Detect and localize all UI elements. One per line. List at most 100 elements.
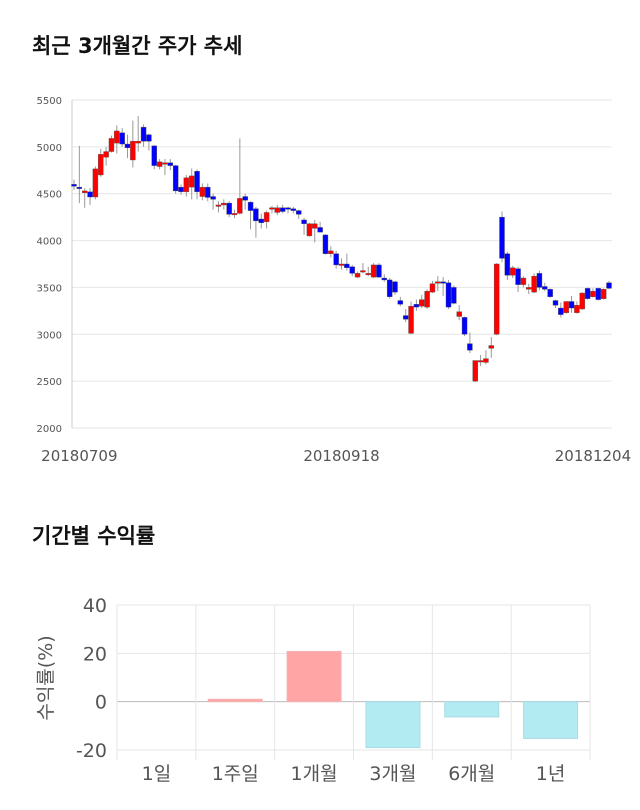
x-tick-label: 20181204 bbox=[555, 447, 631, 465]
y-tick-label: 5500 bbox=[37, 96, 62, 107]
candle-body bbox=[590, 290, 596, 298]
bar bbox=[286, 650, 342, 703]
bar bbox=[444, 701, 500, 718]
candle-body bbox=[167, 162, 174, 166]
candle-body bbox=[451, 287, 457, 304]
candle-body bbox=[183, 177, 190, 193]
candle-body bbox=[408, 305, 414, 334]
candle-body bbox=[162, 162, 168, 165]
candle-body bbox=[146, 134, 152, 142]
x-tick-label: 3개월 bbox=[369, 763, 416, 785]
stock-trend-title: 최근 3개월간 주가 추세 bbox=[32, 34, 243, 58]
candle-body bbox=[499, 216, 505, 259]
candle-body bbox=[87, 191, 93, 198]
y-tick-label: 0 bbox=[95, 692, 107, 714]
candle-body bbox=[376, 264, 382, 278]
candle-body bbox=[178, 186, 184, 193]
y-tick-label: 4000 bbox=[37, 237, 62, 248]
candle-body bbox=[242, 196, 248, 201]
candle-body bbox=[558, 307, 564, 315]
candle-body bbox=[338, 263, 345, 266]
candle-body bbox=[81, 190, 88, 193]
returns-title: 기간별 수익률 bbox=[32, 524, 156, 548]
candle-body bbox=[563, 301, 569, 313]
candle-body bbox=[397, 300, 404, 305]
x-tick-label: 1일 bbox=[142, 763, 172, 785]
candle-body bbox=[92, 168, 99, 198]
candle-body bbox=[526, 287, 532, 290]
candle-body bbox=[215, 204, 222, 207]
candle-body bbox=[547, 289, 553, 297]
candle-body bbox=[531, 275, 537, 293]
x-tick-label: 20180918 bbox=[303, 447, 379, 465]
candle-body bbox=[76, 186, 83, 189]
candle-body bbox=[354, 273, 361, 278]
y-tick-label: 3500 bbox=[37, 283, 62, 294]
y-tick-label: 4500 bbox=[37, 190, 62, 201]
candle-body bbox=[568, 301, 575, 309]
candle-body bbox=[440, 281, 446, 284]
candle-body bbox=[103, 151, 109, 158]
y-tick-label: 40 bbox=[83, 595, 107, 617]
candle-body bbox=[403, 315, 409, 320]
y-tick-label: 2000 bbox=[37, 424, 62, 435]
candle-body bbox=[119, 132, 125, 145]
candle-body bbox=[477, 360, 484, 363]
candle-body bbox=[274, 207, 280, 213]
candle-body bbox=[269, 207, 275, 210]
candle-body bbox=[114, 130, 120, 144]
candle-body bbox=[188, 175, 195, 188]
candle-body bbox=[365, 273, 371, 276]
x-tick-label: 1주일 bbox=[212, 763, 259, 785]
candle-body bbox=[130, 141, 136, 161]
candle-body bbox=[285, 207, 291, 210]
candle-body bbox=[536, 273, 543, 288]
candle-body bbox=[237, 198, 243, 214]
candle-body bbox=[584, 288, 591, 299]
candle-body bbox=[247, 201, 254, 211]
candle-body bbox=[600, 289, 607, 299]
returns-bar-chart: 40 20 0 -20 1일 1주일 1개월 3개월 6개월 1년 수익률(%) bbox=[35, 595, 591, 785]
candle-body bbox=[290, 208, 297, 211]
candle-body bbox=[296, 210, 302, 215]
candle-body bbox=[344, 263, 350, 268]
candle-body bbox=[493, 263, 500, 335]
candle-body bbox=[263, 212, 270, 223]
candle-body bbox=[151, 145, 157, 166]
candle-body bbox=[515, 268, 521, 285]
candle-body bbox=[504, 253, 511, 276]
candle-body bbox=[419, 299, 425, 307]
candle-body bbox=[156, 161, 163, 167]
y-tick-label: -20 bbox=[76, 740, 107, 762]
candle-body bbox=[392, 281, 398, 293]
candle-body bbox=[595, 288, 601, 300]
x-tick-label: 6개월 bbox=[448, 763, 495, 785]
candle-body bbox=[210, 196, 216, 200]
bar bbox=[207, 698, 263, 703]
candle-body bbox=[520, 277, 527, 285]
bar bbox=[365, 701, 421, 749]
candle-body bbox=[226, 202, 232, 215]
candle-body bbox=[312, 223, 318, 229]
candlestick-chart: 5500 5000 4500 4000 3500 3000 2500 2000 20180709… bbox=[37, 96, 632, 465]
candle-body bbox=[370, 264, 377, 278]
y-tick-label: 20 bbox=[83, 643, 107, 665]
candle-body bbox=[381, 277, 387, 281]
y-axis-label: 수익률(%) bbox=[35, 635, 57, 720]
candle-body bbox=[71, 184, 77, 187]
candle-body bbox=[328, 250, 334, 254]
candle-body bbox=[445, 282, 452, 308]
candle-body bbox=[199, 186, 206, 197]
candle-body bbox=[124, 143, 131, 148]
candle-body bbox=[488, 345, 494, 349]
candle-body bbox=[542, 286, 548, 290]
candle-body bbox=[221, 202, 227, 206]
candle-body bbox=[360, 270, 366, 273]
candle-body bbox=[424, 290, 430, 308]
candle-body bbox=[140, 126, 147, 142]
candle-body bbox=[135, 141, 141, 144]
x-tick-label: 1년 bbox=[536, 763, 566, 785]
x-tick-label: 1개월 bbox=[291, 763, 338, 785]
candle-body bbox=[413, 304, 420, 308]
candle-body bbox=[472, 360, 478, 382]
